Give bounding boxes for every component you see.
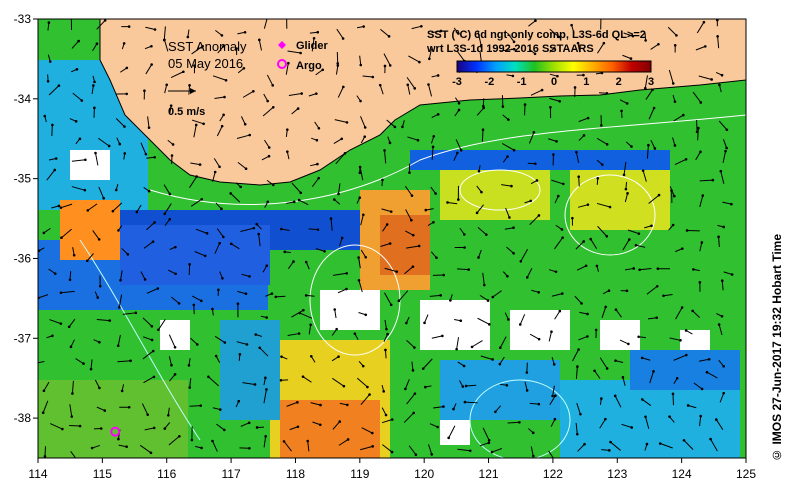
contour-line	[469, 379, 571, 458]
colorbar-tick-label: -2	[484, 76, 494, 88]
x-tick-label: 123	[607, 467, 627, 481]
contour-line	[564, 174, 656, 256]
y-tick-label: -35	[14, 172, 32, 186]
argo-circle-icon	[277, 59, 287, 69]
velocity-scale: 0.5 m/s	[168, 88, 205, 118]
colorbar-tick-label: 3	[648, 76, 654, 88]
colorbar-tick-label: 2	[616, 76, 622, 88]
sst-field	[38, 19, 746, 458]
contour-line	[459, 169, 541, 211]
contour-line	[79, 239, 201, 441]
x-tick-label: 117	[222, 467, 241, 481]
legend-argo-label: Argo	[296, 60, 322, 72]
colorbar-tick-label: -3	[452, 76, 462, 88]
y-tick-label: -33	[14, 12, 32, 26]
x-tick-label: 116	[157, 467, 176, 481]
product-line1: SST (°C) 6d ngt-only comp, L3S-6d QL>=2	[427, 29, 646, 41]
velocity-scale-label: 0.5 m/s	[168, 106, 205, 118]
velocity-arrows	[38, 19, 734, 458]
axis-ticks: 114 115 116 117 118 119 120 121 122 123 124 125-33-…	[14, 12, 757, 481]
y-tick-label: -38	[14, 411, 32, 425]
x-tick-label: 121	[479, 467, 499, 481]
colorbar-ticks: -3 -2 -1 0 1 2 3	[452, 76, 654, 88]
contour-line	[149, 114, 746, 205]
x-tick-label: 115	[93, 467, 112, 481]
colorbar	[456, 60, 652, 73]
x-tick-label: 120	[414, 467, 434, 481]
legend-glider-label: Glider	[296, 40, 329, 52]
y-tick-label: -34	[14, 92, 32, 106]
credit-text: © IMOS 27-Jun-2017 19:32 Hobart Time	[770, 234, 784, 462]
map-title: SST Anomaly	[168, 39, 247, 54]
x-tick-label: 125	[736, 467, 756, 481]
argo-float-marker	[110, 426, 121, 437]
x-tick-label: 114	[28, 467, 47, 481]
colorbar-tick-label: 1	[583, 76, 589, 88]
map-date: 05 May 2016	[168, 56, 243, 71]
x-tick-label: 118	[286, 467, 305, 481]
y-tick-label: -37	[14, 331, 32, 345]
y-tick-label: -36	[14, 251, 32, 265]
arrow-head-icon	[190, 88, 196, 94]
colorbar-tick-label: -1	[517, 76, 527, 88]
glider-diamond-icon	[278, 41, 286, 49]
x-tick-label: 119	[350, 467, 369, 481]
product-line2: wrt L3S-1d 1992-2016 SSTAARS	[426, 43, 594, 55]
x-tick-label: 122	[543, 467, 563, 481]
x-tick-label: 124	[672, 467, 692, 481]
plot-frame	[37, 18, 747, 459]
colorbar-tick-label: 0	[551, 76, 557, 88]
legend: Glider Argo	[277, 40, 329, 72]
